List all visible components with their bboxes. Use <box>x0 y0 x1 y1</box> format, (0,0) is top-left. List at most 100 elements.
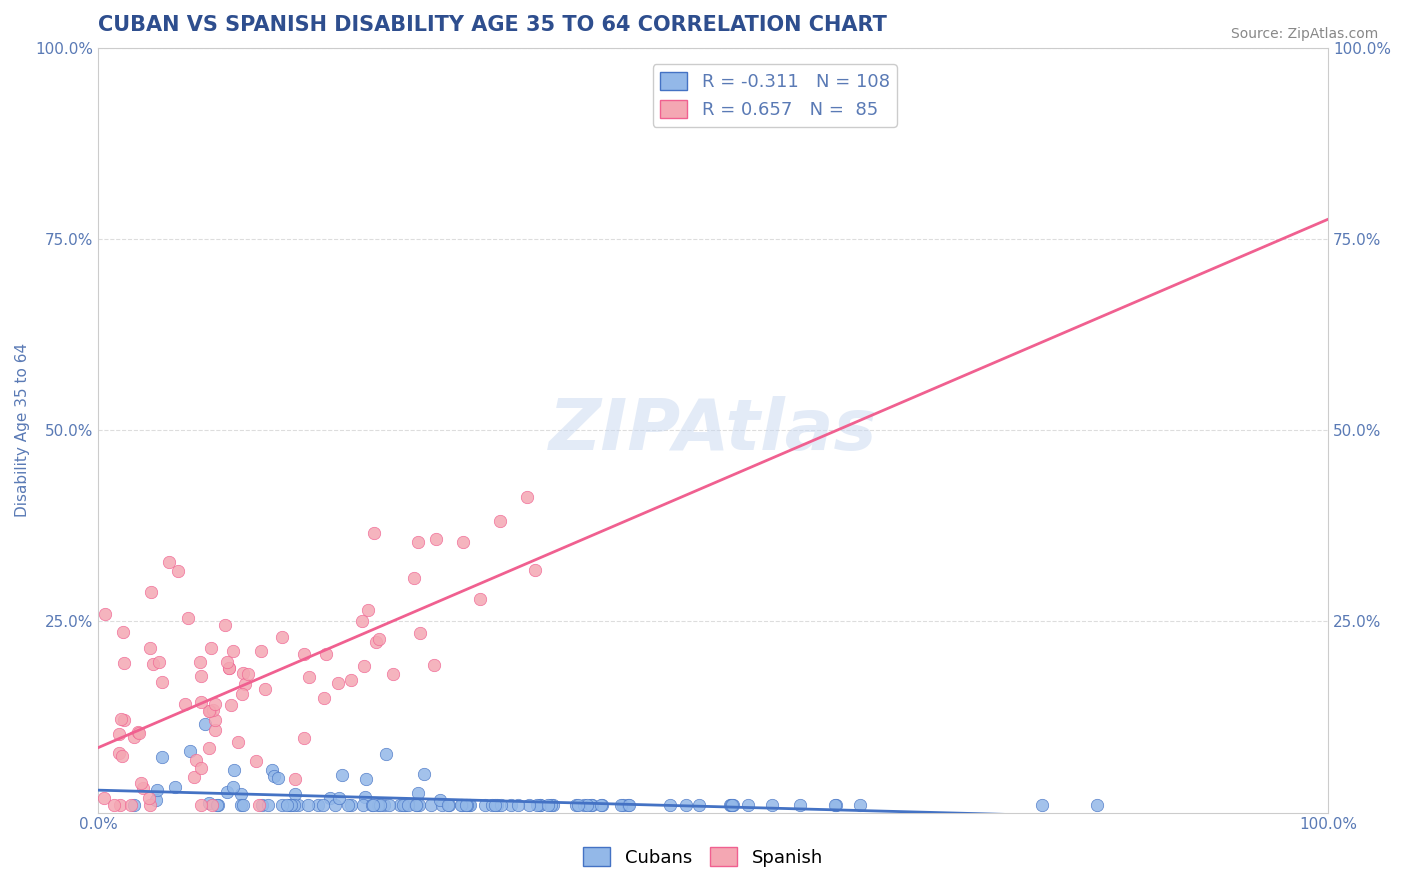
Cubans <box>256 797 278 812</box>
Cubans <box>721 797 744 812</box>
Spanish <box>111 749 134 764</box>
Spanish <box>233 677 256 691</box>
Cubans <box>474 797 496 812</box>
Cubans <box>437 797 460 812</box>
Text: ZIPAtlas: ZIPAtlas <box>548 396 877 465</box>
Spanish <box>103 797 125 812</box>
Spanish <box>148 656 170 670</box>
Spanish <box>138 797 160 812</box>
Spanish <box>204 713 226 727</box>
Legend: Cubans, Spanish: Cubans, Spanish <box>576 840 830 874</box>
Spanish <box>364 635 387 649</box>
Cubans <box>405 797 427 812</box>
Cubans <box>567 797 589 812</box>
Cubans <box>529 797 551 812</box>
Spanish <box>468 592 491 607</box>
Cubans <box>591 797 613 812</box>
Cubans <box>408 797 430 812</box>
Spanish <box>201 703 224 717</box>
Text: CUBAN VS SPANISH DISABILITY AGE 35 TO 64 CORRELATION CHART: CUBAN VS SPANISH DISABILITY AGE 35 TO 64… <box>98 15 887 35</box>
Spanish <box>250 644 273 658</box>
Cubans <box>215 784 238 798</box>
Cubans <box>432 797 454 812</box>
Cubans <box>367 797 389 812</box>
Cubans <box>368 797 391 812</box>
Spanish <box>110 797 132 812</box>
Cubans <box>541 797 564 812</box>
Cubans <box>619 797 641 812</box>
Cubans <box>720 797 742 812</box>
Cubans <box>481 797 503 812</box>
Spanish <box>142 657 165 672</box>
Spanish <box>523 563 546 577</box>
Cubans <box>361 797 384 812</box>
Spanish <box>204 723 226 738</box>
Spanish <box>352 614 374 628</box>
Cubans <box>825 797 848 812</box>
Spanish <box>150 674 173 689</box>
Spanish <box>190 655 212 669</box>
Cubans <box>574 797 596 812</box>
Spanish <box>231 687 253 701</box>
Spanish <box>423 657 446 672</box>
Cubans <box>319 791 342 805</box>
Spanish <box>292 648 315 662</box>
Cubans <box>197 797 219 811</box>
Cubans <box>375 747 398 761</box>
Cubans <box>284 787 307 801</box>
Cubans <box>283 797 305 812</box>
Cubans <box>145 783 167 797</box>
Cubans <box>675 797 697 812</box>
Cubans <box>250 797 273 812</box>
Spanish <box>409 626 432 640</box>
Legend: R = -0.311   N = 108, R = 0.657   N =  85: R = -0.311 N = 108, R = 0.657 N = 85 <box>652 64 897 127</box>
Cubans <box>229 797 252 812</box>
Spanish <box>128 726 150 740</box>
Cubans <box>540 797 562 812</box>
Spanish <box>139 585 162 599</box>
Cubans <box>398 797 420 812</box>
Spanish <box>292 731 315 745</box>
Cubans <box>451 797 474 812</box>
Cubans <box>849 797 872 812</box>
Spanish <box>218 661 240 675</box>
Spanish <box>402 571 425 585</box>
Cubans <box>267 771 290 785</box>
Spanish <box>132 780 155 795</box>
Spanish <box>253 682 276 697</box>
Spanish <box>111 625 134 640</box>
Spanish <box>298 670 321 684</box>
Spanish <box>367 632 389 647</box>
Spanish <box>198 704 221 718</box>
Cubans <box>276 797 298 812</box>
Spanish <box>184 753 207 767</box>
Cubans <box>392 797 415 812</box>
Spanish <box>222 644 245 658</box>
Cubans <box>612 797 634 812</box>
Spanish <box>108 727 131 741</box>
Spanish <box>157 555 180 569</box>
Cubans <box>506 797 529 812</box>
Cubans <box>271 797 294 812</box>
Cubans <box>297 797 319 812</box>
Spanish <box>221 698 243 712</box>
Cubans <box>429 792 451 806</box>
Spanish <box>453 535 475 549</box>
Cubans <box>340 797 363 812</box>
Cubans <box>526 797 548 812</box>
Cubans <box>456 797 478 812</box>
Cubans <box>576 797 599 812</box>
Cubans <box>262 764 284 778</box>
Cubans <box>394 797 416 812</box>
Cubans <box>517 797 540 812</box>
Cubans <box>360 797 382 812</box>
Spanish <box>197 741 219 756</box>
Cubans <box>565 797 588 812</box>
Spanish <box>247 797 270 812</box>
Cubans <box>145 793 167 807</box>
Spanish <box>120 797 142 812</box>
Cubans <box>688 797 710 812</box>
Spanish <box>226 735 249 749</box>
Cubans <box>737 797 759 812</box>
Spanish <box>406 535 429 549</box>
